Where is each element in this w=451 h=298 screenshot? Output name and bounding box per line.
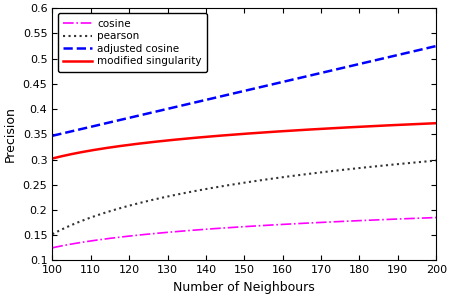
Line: pearson: pearson [52,161,436,234]
modified singularity [373,124,379,128]
cosine [285,222,290,226]
Line: adjusted cosine: adjusted cosine [52,46,436,136]
cosine [278,223,284,226]
modified singularity [278,130,284,133]
adjusted cosine [285,79,290,83]
pearson [285,175,290,179]
X-axis label: Number of Neighbours: Number of Neighbours [174,281,315,294]
modified singularity [277,130,282,133]
cosine [398,217,403,221]
Legend: cosine, pearson, adjusted cosine, modified singularity: cosine, pearson, adjusted cosine, modifi… [58,13,207,72]
adjusted cosine [50,134,55,138]
adjusted cosine [373,58,379,62]
modified singularity [285,129,290,133]
cosine [373,218,379,222]
pearson [277,176,282,179]
modified singularity [398,123,403,127]
cosine [50,246,55,250]
Y-axis label: Precision: Precision [4,106,17,162]
adjusted cosine [398,53,403,56]
pearson [50,232,55,236]
adjusted cosine [51,134,56,137]
adjusted cosine [433,44,439,48]
pearson [433,159,439,162]
adjusted cosine [277,81,282,84]
cosine [277,223,282,226]
modified singularity [50,157,55,160]
pearson [373,164,379,168]
pearson [51,232,56,235]
adjusted cosine [278,80,284,84]
cosine [51,246,56,249]
cosine [433,216,439,219]
Line: cosine: cosine [52,218,436,248]
modified singularity [51,156,56,160]
Line: modified singularity: modified singularity [52,123,436,159]
modified singularity [433,121,439,125]
pearson [398,162,403,166]
pearson [278,176,284,179]
